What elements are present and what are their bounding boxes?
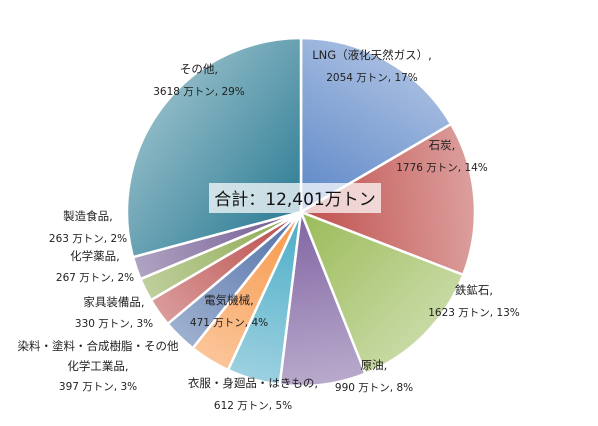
slice-value-chemicals: 267 万トン, 2% <box>56 272 134 284</box>
slice-label-chemicals: 化学薬品, <box>70 249 120 263</box>
slice-label-iron-ore: 鉄鉱石, <box>455 283 493 297</box>
total-label-box <box>209 183 381 213</box>
pie-slice-1 <box>299 122 477 277</box>
slice-label-electrical-machinery: 電気機械, <box>204 293 254 307</box>
slice-label-coal: 石炭, <box>429 138 456 152</box>
slice-value-dyes-chemicals: 397 万トン, 3% <box>59 381 137 393</box>
slice-value-electrical-machinery: 471 万トン, 4% <box>190 317 268 329</box>
slice-value-clothing: 612 万トン, 5% <box>214 400 292 412</box>
slice-value-lng: 2054 万トン, 17% <box>326 72 418 84</box>
slice-value-iron-ore: 1623 万トン, 13% <box>428 307 520 319</box>
slice-label-other: その他, <box>180 62 218 76</box>
slice-value-manufactured-food: 263 万トン, 2% <box>49 233 127 245</box>
slice-label-dyes-chemicals-line2: 化学工業品, <box>67 359 128 373</box>
slice-label-furniture: 家具装備品, <box>83 295 144 309</box>
slice-value-other: 3618 万トン, 29% <box>153 86 245 98</box>
slice-label-lng: LNG（液化天然ガス）, <box>312 48 432 62</box>
slice-value-furniture: 330 万トン, 3% <box>75 318 153 330</box>
slice-label-dyes-chemicals-line1: 染料・塗料・合成樹脂・その他 <box>18 339 179 353</box>
pie-slice-0 <box>299 36 453 214</box>
slice-label-crude-oil: 原油, <box>361 358 388 372</box>
slice-value-coal: 1776 万トン, 14% <box>396 162 488 174</box>
slice-label-manufactured-food: 製造食品, <box>63 209 113 223</box>
slice-label-clothing: 衣服・身廻品・はきもの, <box>188 376 318 390</box>
pie-slice-2 <box>299 210 465 375</box>
total-label: 合計：12,401万トン <box>214 190 375 210</box>
slice-value-crude-oil: 990 万トン, 8% <box>335 382 413 394</box>
